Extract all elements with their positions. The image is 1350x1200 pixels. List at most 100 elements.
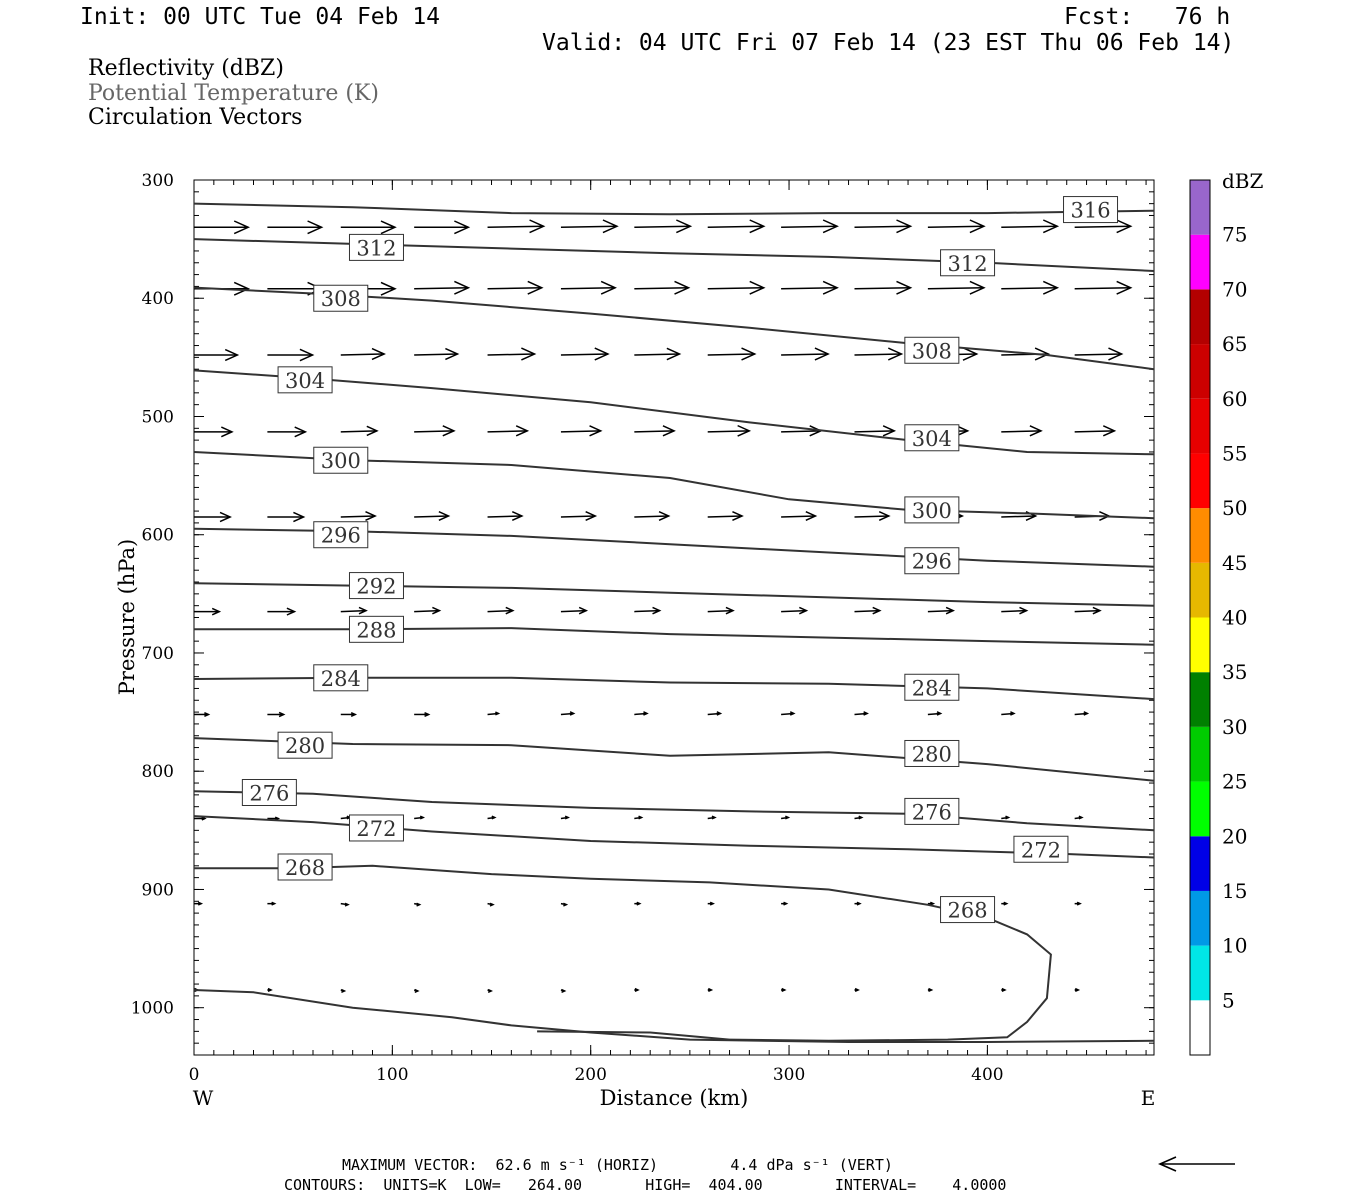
- vector-head: [521, 347, 537, 361]
- circulation-vector: [1001, 606, 1029, 615]
- contour-label-box: [277, 366, 333, 394]
- vector-head: [419, 815, 426, 820]
- vector-shaft: [707, 609, 734, 613]
- colorbar-label-45: 45: [1222, 551, 1247, 575]
- circulation-vector: [1001, 425, 1043, 437]
- circulation-vector: [487, 815, 497, 820]
- vector-head: [854, 987, 860, 993]
- vector-head: [1076, 901, 1082, 906]
- circulation-vector: [267, 987, 273, 993]
- vector-head: [414, 988, 420, 994]
- vector-shaft: [487, 515, 522, 518]
- x-axis-title: Distance (km): [600, 1086, 749, 1110]
- circulation-vector: [340, 711, 358, 717]
- colorbar-bin-70: [1190, 234, 1210, 290]
- vector-head: [785, 815, 791, 820]
- vector-shaft: [854, 609, 880, 613]
- contour-label-box: [904, 673, 960, 701]
- theta-contour-316: [194, 202, 1154, 216]
- vector-head: [749, 280, 766, 295]
- vector-shaft: [487, 287, 542, 290]
- colorbar-label-30: 30: [1222, 715, 1247, 739]
- circulation-vector: [340, 510, 377, 522]
- colorbar-bin-30: [1190, 672, 1210, 727]
- y-tick-label: 1000: [131, 999, 174, 1019]
- vector-head: [505, 606, 515, 615]
- circulation-vector: [634, 347, 682, 361]
- max-vector-info: MAXIMUM VECTOR: 62.6 m s⁻¹ (HORIZ) 4.4 d…: [342, 1156, 893, 1174]
- x-axis-east-label: E: [1141, 1086, 1156, 1110]
- circulation-vector: [707, 347, 757, 361]
- contour-label-box: [348, 814, 404, 842]
- colorbar-bin-20: [1190, 781, 1210, 837]
- theta-contour-labels: 316 312 312 308 308 304 304 300 300 296 296 292 288 2…: [241, 196, 1119, 924]
- vector-head: [634, 987, 640, 993]
- vector-head: [438, 510, 451, 522]
- circulation-vector: [560, 219, 619, 234]
- circulation-vector: [634, 606, 662, 615]
- vector-shaft: [707, 353, 755, 356]
- colorbar-bin-65: [1190, 289, 1210, 345]
- vector-head: [219, 511, 232, 523]
- vector-head: [962, 347, 979, 361]
- vector-head: [856, 901, 862, 906]
- circulation-vector: [707, 280, 766, 295]
- forecast-hour: Fcst: 76 h: [1064, 4, 1231, 30]
- circulation-vector: [1074, 987, 1081, 993]
- vector-head: [380, 281, 397, 296]
- vector-head: [1003, 901, 1009, 906]
- circulation-vector: [1074, 425, 1117, 437]
- vector-head: [489, 902, 495, 907]
- vector-head: [585, 510, 598, 522]
- circulation-vector: [487, 219, 546, 234]
- field-reflectivity: Reflectivity (dBZ): [88, 56, 284, 81]
- colorbar-label-70: 70: [1222, 277, 1247, 301]
- vector-shaft: [1001, 287, 1058, 290]
- contour-label-292: 292: [356, 575, 396, 599]
- vector-shaft: [560, 287, 616, 290]
- vector-head: [589, 425, 603, 437]
- circulation-vector: [634, 280, 691, 295]
- vector-head: [564, 815, 570, 820]
- circulation-vector: [634, 987, 640, 993]
- colorbar-bin-60: [1190, 344, 1210, 399]
- contour-label-box: [313, 664, 369, 692]
- vector-shaft: [1074, 609, 1100, 613]
- vector-shaft: [560, 515, 596, 518]
- colorbar-label-60: 60: [1222, 387, 1247, 411]
- circulation-vector: [414, 902, 422, 907]
- circulation-vector: [634, 901, 642, 906]
- vector-shaft: [707, 515, 743, 518]
- field-circulation-vectors: Circulation Vectors: [88, 105, 303, 130]
- circulation-vector: [1074, 280, 1133, 295]
- vector-shaft: [634, 353, 680, 356]
- circulation-vector: [414, 815, 426, 820]
- circulation-vector: [194, 220, 251, 235]
- vector-shaft: [1001, 225, 1058, 229]
- vector-shaft: [634, 515, 669, 518]
- colorbar-label-65: 65: [1222, 332, 1247, 356]
- contour-label-box: [313, 446, 369, 474]
- vector-head: [511, 510, 524, 522]
- vector-shaft: [1074, 353, 1122, 356]
- vector-head: [956, 425, 970, 437]
- circulation-vector: [634, 219, 693, 234]
- vector-head: [578, 606, 589, 615]
- vector-head: [896, 280, 913, 295]
- contour-label-box: [904, 797, 960, 825]
- circulation-vector: [634, 425, 676, 437]
- vector-head: [366, 425, 379, 437]
- vector-shaft: [1001, 430, 1042, 433]
- vector-head: [197, 901, 204, 906]
- vector-head: [307, 220, 324, 235]
- x-axis-west-label: W: [193, 1086, 214, 1110]
- circulation-vector: [854, 606, 882, 615]
- colorbar-label-35: 35: [1222, 660, 1247, 684]
- circulation-vector: [267, 607, 297, 616]
- contour-label-box: [348, 233, 404, 261]
- vector-head: [662, 425, 676, 437]
- vector-head: [969, 219, 986, 234]
- colorbar-title: dBZ: [1222, 169, 1264, 193]
- circulation-vector: [487, 510, 524, 522]
